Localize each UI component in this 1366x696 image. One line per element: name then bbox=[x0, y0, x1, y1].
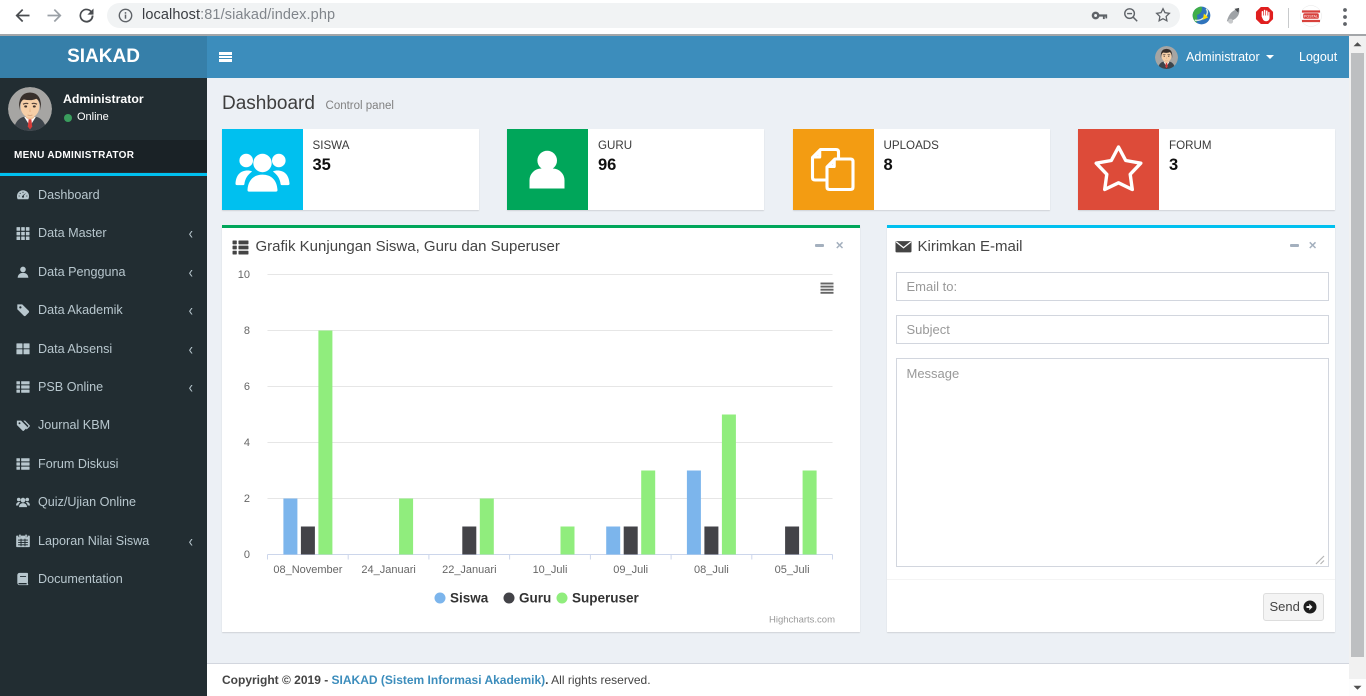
svg-text:10_Juli: 10_Juli bbox=[532, 564, 567, 576]
svg-text:0: 0 bbox=[243, 549, 249, 561]
svg-text:24_Januari: 24_Januari bbox=[361, 564, 415, 576]
svg-text:2: 2 bbox=[243, 493, 249, 505]
svg-text:09_Juli: 09_Juli bbox=[613, 564, 648, 576]
svg-text:POSTAL: POSTAL bbox=[1304, 15, 1318, 19]
svg-text:8: 8 bbox=[243, 325, 249, 337]
svg-text:05_Juli: 05_Juli bbox=[774, 564, 809, 576]
svg-text:22_Januari: 22_Januari bbox=[442, 564, 496, 576]
svg-text:Superuser: Superuser bbox=[572, 591, 640, 606]
svg-text:10: 10 bbox=[237, 269, 249, 281]
svg-text:Siswa: Siswa bbox=[450, 591, 489, 606]
svg-text:6: 6 bbox=[243, 381, 249, 393]
svg-text:08_Juli: 08_Juli bbox=[693, 564, 728, 576]
svg-text:08_November: 08_November bbox=[273, 564, 342, 576]
svg-text:Guru: Guru bbox=[519, 591, 551, 606]
svg-text:4: 4 bbox=[243, 437, 249, 449]
svg-text:Highcharts.com: Highcharts.com bbox=[769, 615, 835, 626]
